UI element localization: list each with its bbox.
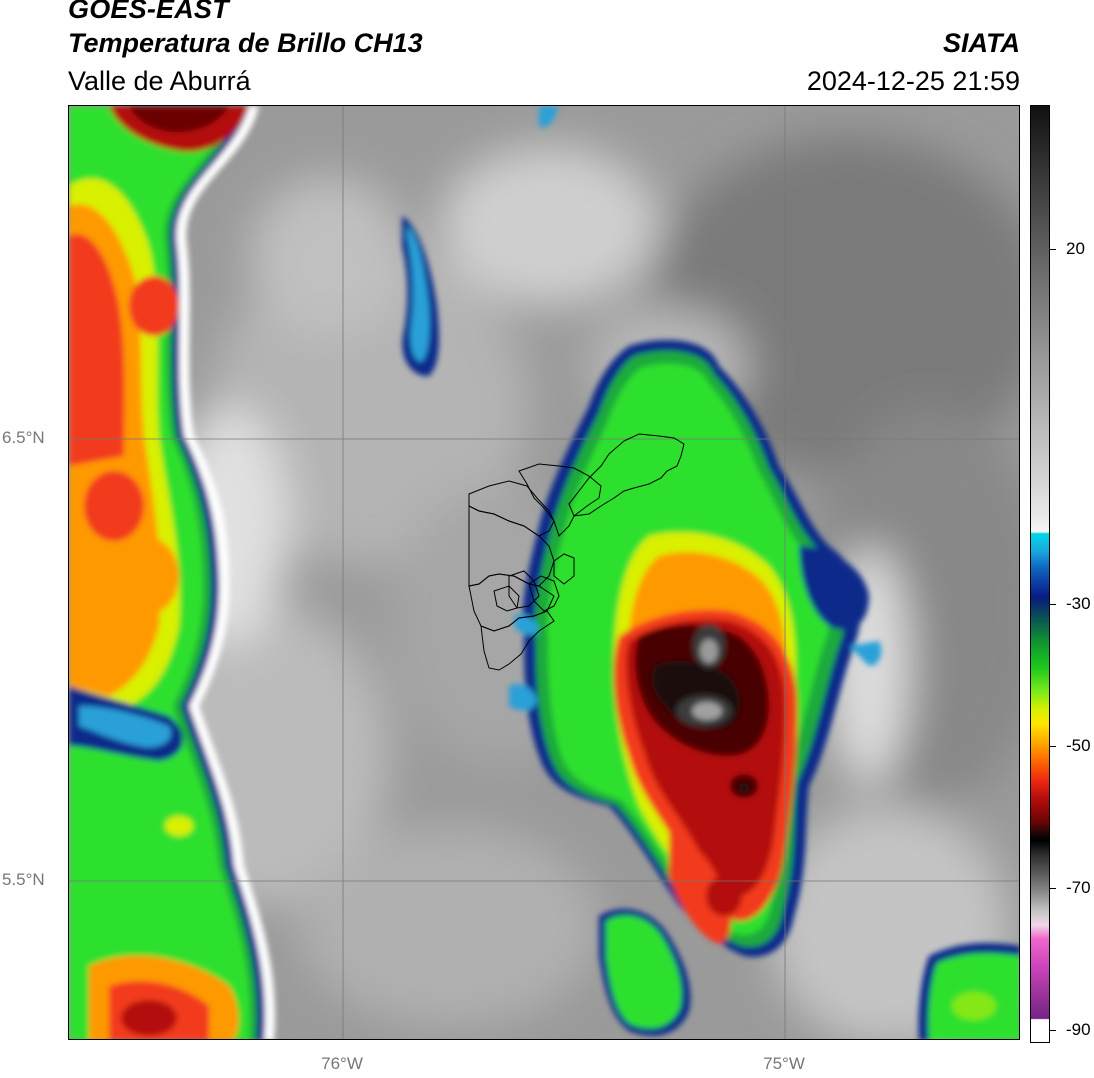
colorbar-tick [1050,604,1056,605]
small-cloud-streak [402,106,559,377]
colorbar-label: 20 [1066,239,1085,258]
lon-label-76w: 76°W [321,1054,363,1073]
lat-label-5-5n: 5.5°N [2,870,45,889]
product-title: Temperatura de Brillo CH13 [68,28,423,58]
organization-label: SIATA [943,28,1020,58]
temperature-colorbar [1030,105,1050,1043]
southern-storm-cell [599,908,1019,1039]
colorbar-label: -50 [1066,736,1091,755]
timestamp-label: 2024-12-25 21:59 [806,66,1020,96]
lat-label-6-5n: 6.5°N [2,428,45,447]
municipality-boundaries [468,433,685,671]
colorbar-label: -70 [1066,878,1091,897]
region-title: Valle de Aburrá [68,66,251,96]
map-canvas [69,106,1019,1039]
colorbar-label: -90 [1066,1020,1091,1039]
colorbar-label: -30 [1066,594,1091,613]
lon-label-75w: 75°W [763,1054,805,1073]
colorbar-tick [1050,746,1056,747]
colorbar-tick [1050,888,1056,889]
colorbar-tick [1050,1030,1056,1031]
storm-cell [509,340,882,957]
satellite-map [68,105,1020,1040]
satellite-title: GOES-EAST [68,0,229,24]
left-cloud-band [69,106,275,1039]
colorbar-tick [1050,249,1056,250]
